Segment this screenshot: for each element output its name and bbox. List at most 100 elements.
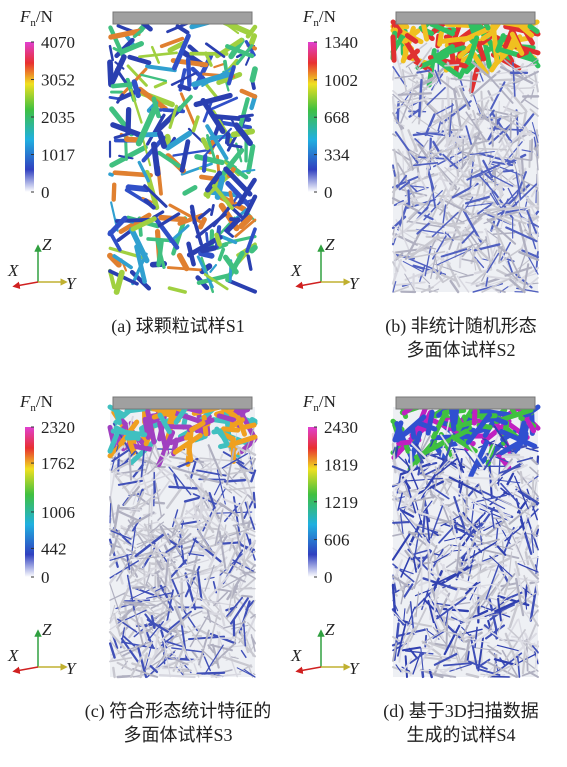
force-chain bbox=[472, 109, 481, 134]
force-chain bbox=[458, 273, 474, 279]
force-chain bbox=[445, 259, 461, 288]
force-chain bbox=[247, 437, 256, 460]
force-chain bbox=[109, 144, 148, 168]
force-chain bbox=[190, 210, 203, 246]
force-chain bbox=[221, 452, 248, 469]
force-chain bbox=[109, 503, 112, 524]
force-chain bbox=[415, 561, 419, 575]
force-chain bbox=[122, 635, 136, 647]
force-chain bbox=[431, 211, 459, 238]
force-chain bbox=[165, 545, 177, 554]
colorbar-tick-label: 1219 bbox=[324, 493, 358, 512]
force-chain bbox=[425, 235, 463, 241]
force-chain bbox=[432, 544, 454, 568]
force-chain bbox=[223, 59, 229, 74]
colorbar-tick-label: 1762 bbox=[41, 454, 75, 473]
force-chain bbox=[449, 513, 482, 528]
force-chain bbox=[392, 281, 397, 293]
force-chain bbox=[207, 644, 215, 654]
force-chain bbox=[184, 652, 193, 664]
force-chain bbox=[454, 86, 461, 98]
force-chain bbox=[118, 584, 131, 609]
force-chain bbox=[476, 91, 501, 103]
force-chain bbox=[443, 624, 461, 656]
force-chain bbox=[491, 227, 502, 231]
force-chain bbox=[466, 35, 480, 66]
force-chain bbox=[502, 169, 514, 173]
force-chain bbox=[112, 666, 116, 679]
force-chain bbox=[516, 145, 523, 175]
force-chain bbox=[434, 190, 443, 199]
force-chain bbox=[109, 495, 116, 524]
force-chain bbox=[444, 64, 460, 67]
force-chain bbox=[226, 143, 243, 149]
force-chain bbox=[432, 72, 442, 91]
force-chain bbox=[123, 485, 140, 506]
colorbar-tick-label: 0 bbox=[41, 183, 50, 202]
force-chain bbox=[503, 575, 512, 596]
force-chain bbox=[463, 207, 478, 221]
colorbar-tick-label: 2430 bbox=[324, 418, 358, 437]
force-chain bbox=[487, 143, 503, 169]
force-chain bbox=[445, 594, 469, 626]
force-chain bbox=[146, 622, 154, 631]
force-chain bbox=[462, 175, 494, 184]
force-chain bbox=[449, 279, 460, 294]
force-chain bbox=[512, 61, 516, 97]
force-chain bbox=[508, 477, 534, 498]
force-chain bbox=[129, 227, 150, 264]
force-chain bbox=[239, 564, 246, 576]
force-chain bbox=[449, 136, 470, 144]
force-chain bbox=[450, 77, 481, 83]
force-chain bbox=[420, 496, 426, 515]
force-chain bbox=[146, 651, 176, 678]
force-chain bbox=[137, 569, 148, 577]
force-chain bbox=[519, 594, 539, 608]
force-chain bbox=[415, 591, 420, 618]
force-chain bbox=[486, 209, 525, 222]
force-chain bbox=[432, 544, 450, 556]
force-chain bbox=[459, 630, 466, 643]
z-label: Z bbox=[325, 620, 335, 639]
force-chain bbox=[512, 70, 540, 85]
force-chain bbox=[401, 646, 421, 652]
force-chain bbox=[505, 138, 515, 156]
force-chain bbox=[116, 549, 136, 582]
loading-plate bbox=[112, 396, 253, 410]
force-chain bbox=[486, 218, 517, 245]
force-chain bbox=[500, 487, 509, 495]
force-chain bbox=[195, 505, 215, 534]
force-chain bbox=[527, 23, 540, 34]
force-chain bbox=[403, 583, 414, 598]
force-chain bbox=[487, 665, 511, 678]
force-chain bbox=[489, 192, 499, 206]
force-chain bbox=[433, 652, 459, 666]
force-chain bbox=[236, 599, 256, 634]
force-chain bbox=[503, 156, 513, 160]
specimen bbox=[390, 19, 541, 294]
force-chain bbox=[498, 78, 522, 89]
force-chain bbox=[469, 71, 473, 95]
force-chain bbox=[199, 245, 218, 254]
force-chain bbox=[400, 556, 411, 578]
force-chain bbox=[453, 242, 479, 253]
force-chain bbox=[425, 628, 433, 644]
force-chain bbox=[196, 534, 215, 544]
force-chain bbox=[392, 420, 404, 443]
force-chain bbox=[112, 254, 133, 270]
force-chain bbox=[426, 86, 446, 106]
force-chain bbox=[420, 21, 430, 42]
force-chain bbox=[495, 288, 506, 293]
force-chain bbox=[404, 458, 421, 494]
force-chain bbox=[172, 646, 185, 672]
force-chain bbox=[393, 199, 405, 207]
force-chain bbox=[409, 607, 427, 643]
force-chain bbox=[203, 516, 224, 532]
force-chain bbox=[108, 95, 120, 101]
force-chain bbox=[179, 92, 197, 128]
force-chain bbox=[157, 513, 165, 521]
force-chain bbox=[116, 473, 126, 479]
force-chain bbox=[462, 208, 482, 243]
force-chain bbox=[239, 539, 257, 560]
force-chain bbox=[204, 51, 213, 67]
